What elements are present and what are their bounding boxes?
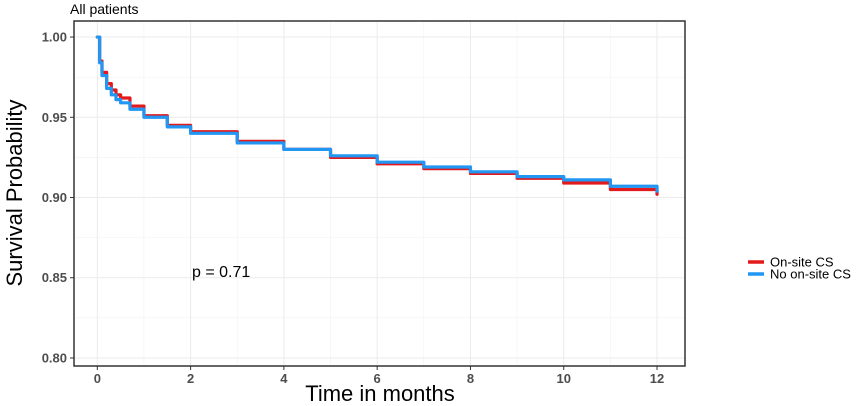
y-axis: 0.80 0.85 0.90 0.95 1.00 — [42, 30, 74, 365]
y-tick-label: 1.00 — [42, 30, 67, 45]
legend-label: No on-site CS — [770, 267, 851, 282]
x-tick-label: 10 — [556, 371, 570, 386]
x-axis-title: Time in months — [305, 381, 455, 406]
x-tick-label: 0 — [94, 371, 101, 386]
plot-panel-border — [73, 20, 686, 367]
y-axis-title: Survival Probability — [2, 99, 27, 286]
x-tick-label: 12 — [650, 371, 664, 386]
series-layer — [95, 35, 659, 196]
y-tick-label: 0.95 — [42, 110, 67, 125]
series-line-no-on-site-cs — [95, 35, 659, 193]
y-tick-label: 0.85 — [42, 270, 67, 285]
legend-label: On-site CS — [770, 255, 834, 270]
grid — [74, 21, 685, 366]
x-tick-label: 6 — [374, 371, 381, 386]
x-tick-label: 8 — [467, 371, 474, 386]
chart-subtitle: All patients — [70, 1, 138, 17]
y-tick-label: 0.90 — [42, 190, 67, 205]
x-tick-label: 4 — [280, 371, 288, 386]
y-tick-label: 0.80 — [42, 350, 67, 365]
x-tick-label: 2 — [187, 371, 194, 386]
p-value-annotation: p = 0.71 — [192, 264, 250, 281]
x-axis: 0 2 4 6 8 10 12 — [94, 366, 664, 386]
